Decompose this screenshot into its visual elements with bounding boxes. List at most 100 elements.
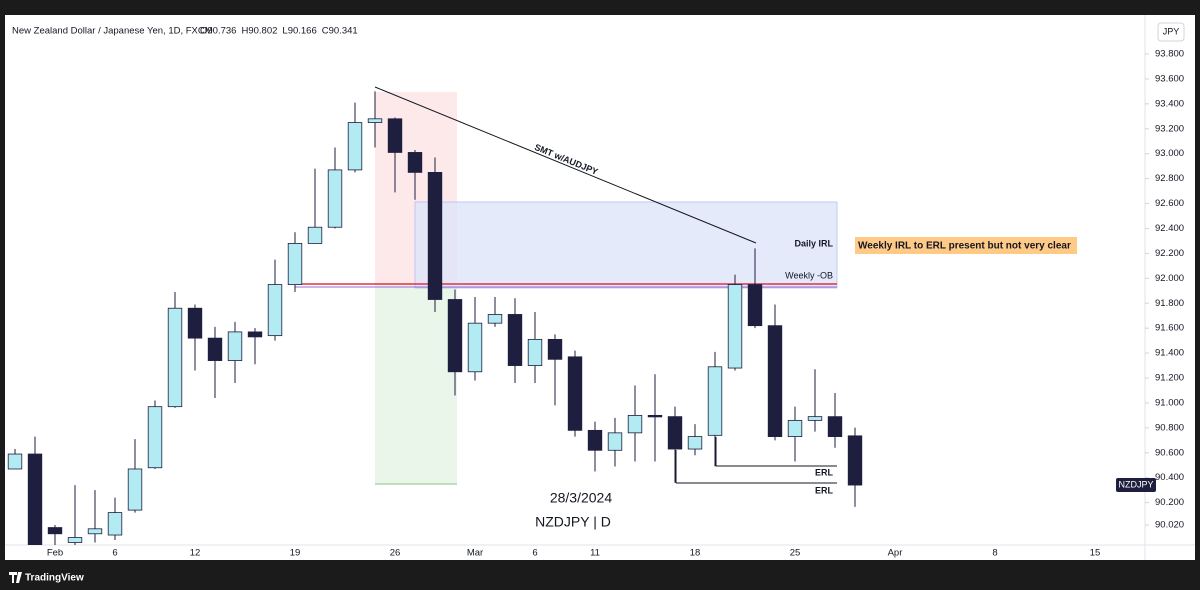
candle-body xyxy=(807,416,823,421)
y-tick-label: 92.000 xyxy=(1155,273,1184,284)
y-tick-label: 93.400 xyxy=(1155,98,1184,109)
x-tick-label: 25 xyxy=(790,548,801,559)
candle-body xyxy=(287,243,303,285)
candle-body xyxy=(387,118,403,153)
x-tick-label: Apr xyxy=(888,548,903,559)
date-label: 28/3/2024 xyxy=(550,490,612,506)
weekly-ob-label: Weekly -OB xyxy=(785,270,833,280)
candle-body xyxy=(727,284,743,369)
candle-layer xyxy=(7,91,863,545)
candle-body xyxy=(847,435,863,486)
candle-body xyxy=(227,331,243,361)
y-tick-label: 93.800 xyxy=(1155,49,1184,60)
candle-body xyxy=(247,331,263,338)
candle-body xyxy=(747,284,763,327)
y-tick-label: 93.600 xyxy=(1155,73,1184,84)
x-tick-label: Mar xyxy=(467,548,483,559)
brand-logo xyxy=(9,572,22,583)
ohlc-key: O xyxy=(200,26,207,37)
discount-zone xyxy=(375,285,457,484)
daily-irl-label: Daily IRL xyxy=(794,238,833,248)
candle-body xyxy=(207,337,223,361)
y-tick-label: 91.200 xyxy=(1155,373,1184,384)
y-tick-label: 90.020 xyxy=(1155,520,1184,531)
daily-irl-zone xyxy=(414,201,838,289)
currency-box[interactable] xyxy=(1157,22,1185,42)
candle-body xyxy=(127,468,143,511)
price-tag xyxy=(1116,478,1156,493)
candle-body xyxy=(707,366,723,436)
candle-body xyxy=(367,118,383,123)
candle-body xyxy=(47,527,63,535)
y-tick-label: 90.400 xyxy=(1155,472,1184,483)
y-tick-label: 92.800 xyxy=(1155,173,1184,184)
candle-body xyxy=(587,429,603,451)
note-text: Weekly IRL to ERL present but not very c… xyxy=(858,241,1071,252)
candle-body xyxy=(87,528,103,535)
x-tick-label: 11 xyxy=(590,548,600,559)
candle-body xyxy=(167,307,183,408)
x-tick-label: 18 xyxy=(690,548,701,559)
candle-body xyxy=(487,314,503,324)
price-tag-label: NZDJPY xyxy=(1118,479,1153,489)
candle-body xyxy=(647,414,663,418)
y-tick-label: 91.000 xyxy=(1155,397,1184,408)
candle-body xyxy=(567,356,583,431)
candle-body xyxy=(107,512,123,536)
candle-body xyxy=(787,419,803,437)
candle-body xyxy=(527,338,543,366)
candle-body xyxy=(7,453,23,470)
candle-body xyxy=(467,322,483,373)
chart-title: New Zealand Dollar / Japanese Yen, 1D, F… xyxy=(12,26,213,37)
candle-body xyxy=(627,414,643,434)
symbol-label: NZDJPY | D xyxy=(535,514,611,530)
y-tick-label: 91.400 xyxy=(1155,348,1184,359)
candle-body xyxy=(607,432,623,451)
candle-body xyxy=(407,152,423,173)
x-tick-label: 15 xyxy=(1090,548,1101,559)
x-tick-label: 6 xyxy=(112,548,117,559)
footer xyxy=(0,563,1200,590)
x-tick-label: 8 xyxy=(992,548,997,559)
y-tick-label: 93.200 xyxy=(1155,123,1184,134)
y-tick-label: 91.600 xyxy=(1155,323,1184,334)
ohlc-value: 90.341 xyxy=(329,26,358,37)
smt-line xyxy=(374,86,757,244)
ohlc-value: 90.736 xyxy=(207,26,236,37)
candle-body xyxy=(307,226,323,244)
erl-label: ERL xyxy=(815,485,834,495)
candle-body xyxy=(827,416,843,437)
ohlc-value: 90.802 xyxy=(248,26,277,37)
y-tick-label: 90.800 xyxy=(1155,422,1184,433)
candle-body xyxy=(667,416,683,450)
candle-body xyxy=(687,436,703,450)
candle-body xyxy=(67,537,83,543)
x-tick-label: 26 xyxy=(390,548,401,559)
currency-label: JPY xyxy=(1163,26,1180,36)
brand-name: TradingView xyxy=(25,573,84,584)
candle-body xyxy=(147,406,163,469)
note-box xyxy=(855,237,1077,254)
y-tick-label: 92.200 xyxy=(1155,248,1184,259)
candle-body xyxy=(347,122,363,171)
candle-body xyxy=(767,325,783,437)
erl-label: ERL xyxy=(815,467,834,477)
candle-body xyxy=(547,338,563,360)
y-tick-label: 90.600 xyxy=(1155,447,1184,458)
candle-body xyxy=(187,307,203,339)
x-tick-label: 6 xyxy=(532,548,537,559)
candle-body xyxy=(427,171,443,300)
ohlc-key: L xyxy=(282,26,287,37)
x-tick-label: 19 xyxy=(290,548,301,559)
x-tick-label: Feb xyxy=(47,548,63,559)
candle-body xyxy=(507,314,523,366)
y-tick-label: 92.600 xyxy=(1155,198,1184,209)
y-tick-label: 92.400 xyxy=(1155,223,1184,234)
candle-body xyxy=(327,169,343,228)
x-tick-label: 12 xyxy=(190,548,201,559)
candle-body xyxy=(27,453,43,545)
y-tick-label: 91.800 xyxy=(1155,298,1184,309)
y-tick-label: 93.000 xyxy=(1155,148,1184,159)
ohlc-legend: O 90.736 H 90.802 L 90.166 C 90.341 xyxy=(200,26,358,37)
